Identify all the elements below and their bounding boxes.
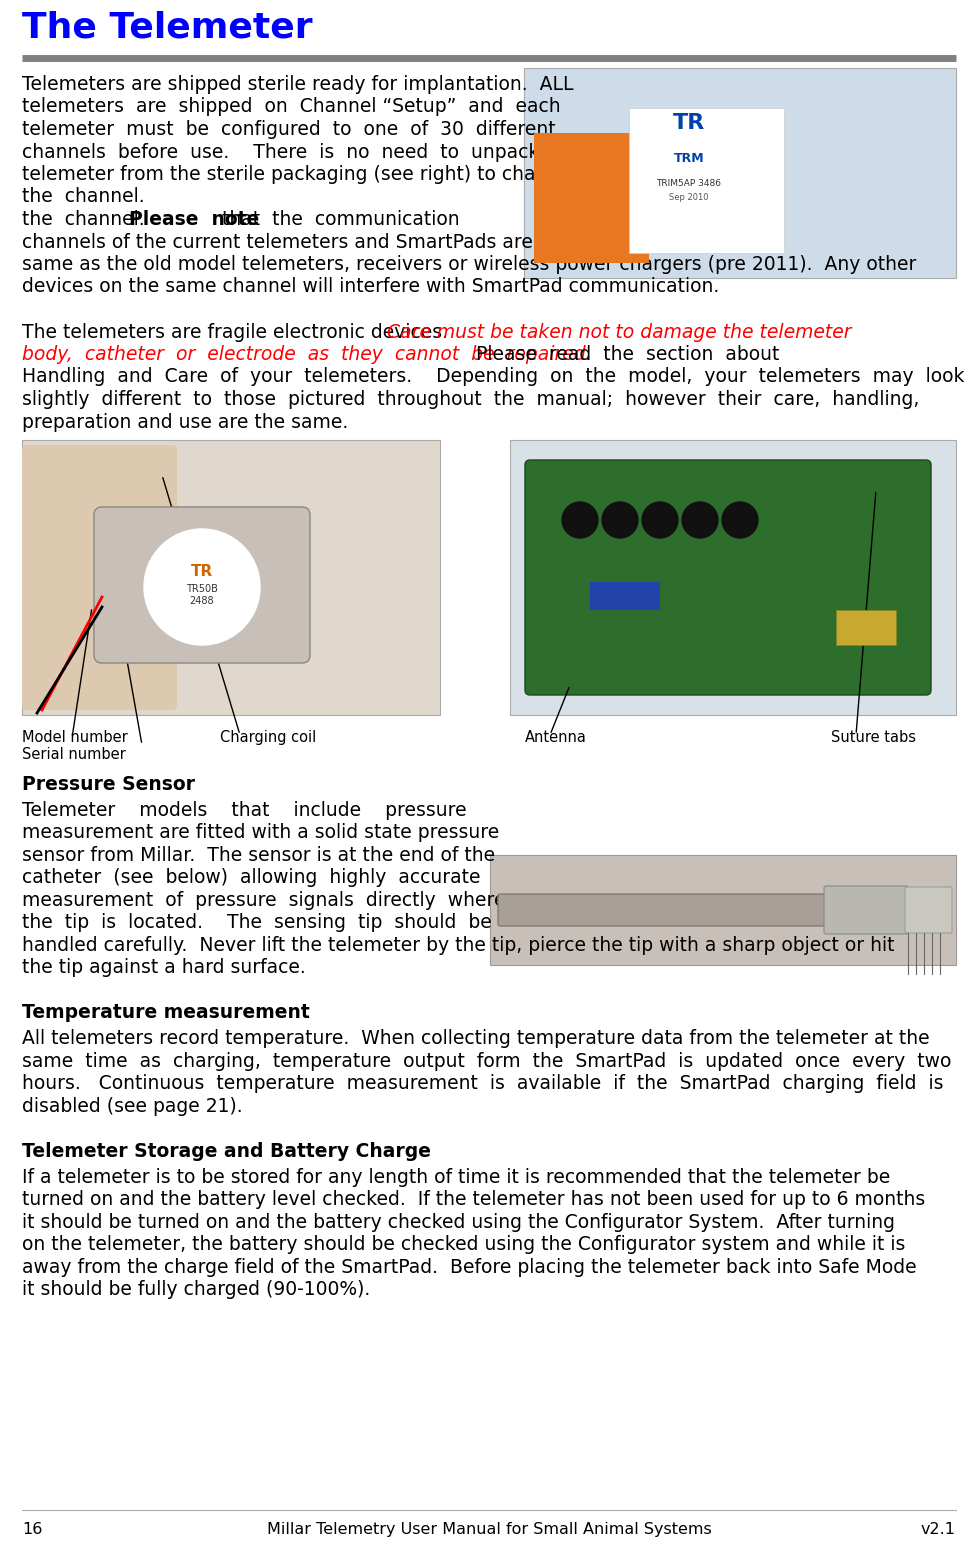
Text: channels  before  use.    There  is  no  need  to  unpack  the: channels before use. There is no need to…	[21, 143, 581, 161]
Text: handled carefully.  Never lift the telemeter by the tip, pierce the tip with a s: handled carefully. Never lift the teleme…	[21, 936, 894, 954]
Text: Antenna: Antenna	[525, 729, 586, 745]
Text: The Telemeter: The Telemeter	[21, 9, 313, 43]
Text: TR50B: TR50B	[186, 584, 218, 594]
Text: slightly  different  to  those  pictured  throughout  the  manual;  however  the: slightly different to those pictured thr…	[21, 390, 918, 410]
FancyBboxPatch shape	[824, 886, 907, 934]
Text: Temperature measurement: Temperature measurement	[21, 1004, 310, 1023]
Text: TR: TR	[191, 565, 213, 579]
Text: disabled (see page 21).: disabled (see page 21).	[21, 1097, 242, 1116]
Text: telemeter from the sterile packaging (see right) to change: telemeter from the sterile packaging (se…	[21, 165, 571, 185]
Text: preparation and use are the same.: preparation and use are the same.	[21, 413, 348, 431]
Circle shape	[602, 501, 637, 539]
Text: hours.   Continuous  temperature  measurement  is  available  if  the  SmartPad : hours. Continuous temperature measuremen…	[21, 1074, 943, 1093]
Text: Suture tabs: Suture tabs	[830, 729, 915, 745]
Text: the  channel.: the channel.	[21, 188, 145, 206]
Text: Telemeter Storage and Battery Charge: Telemeter Storage and Battery Charge	[21, 1142, 431, 1161]
FancyBboxPatch shape	[904, 888, 951, 933]
Text: it should be turned on and the battery checked using the Configurator System.  A: it should be turned on and the battery c…	[21, 1212, 894, 1232]
FancyBboxPatch shape	[72, 445, 137, 709]
Text: the  tip  is  located.    The  sensing  tip  should  be: the tip is located. The sensing tip shou…	[21, 914, 491, 933]
Circle shape	[681, 501, 717, 539]
Text: turned on and the battery level checked.  If the telemeter has not been used for: turned on and the battery level checked.…	[21, 1190, 924, 1209]
FancyBboxPatch shape	[525, 459, 930, 695]
FancyBboxPatch shape	[21, 445, 92, 709]
Text: measurement are fitted with a solid state pressure: measurement are fitted with a solid stat…	[21, 824, 498, 843]
Text: it should be fully charged (90-100%).: it should be fully charged (90-100%).	[21, 1280, 370, 1299]
Text: v2.1: v2.1	[920, 1523, 956, 1536]
Text: Please  read  the  section  about: Please read the section about	[463, 345, 779, 365]
Circle shape	[144, 529, 260, 646]
Bar	[524, 68, 956, 278]
Text: body,  catheter  or  electrode  as  they  cannot  be  repaired.: body, catheter or electrode as they cann…	[21, 345, 591, 365]
Circle shape	[721, 501, 757, 539]
Text: TRM: TRM	[673, 152, 703, 165]
Text: If a telemeter is to be stored for any length of time it is recommended that the: If a telemeter is to be stored for any l…	[21, 1167, 889, 1187]
Text: Handling  and  Care  of  your  telemeters.    Depending  on  the  model,  your  : Handling and Care of your telemeters. De…	[21, 368, 963, 386]
Bar	[589, 582, 659, 610]
FancyBboxPatch shape	[497, 894, 837, 927]
Bar	[628, 109, 784, 253]
Text: Serial number: Serial number	[21, 747, 126, 762]
Circle shape	[641, 501, 677, 539]
Text: telemeter  must  be  configured  to  one  of  30  different: telemeter must be configured to one of 3…	[21, 120, 555, 140]
Text: Care must be taken not to damage the telemeter: Care must be taken not to damage the tel…	[387, 323, 850, 341]
Text: devices on the same channel will interfere with SmartPad communication.: devices on the same channel will interfe…	[21, 278, 718, 296]
Text: same  time  as  charging,  temperature  output  form  the  SmartPad  is  updated: same time as charging, temperature outpu…	[21, 1052, 951, 1071]
Text: away from the charge field of the SmartPad.  Before placing the telemeter back i: away from the charge field of the SmartP…	[21, 1257, 915, 1277]
Text: telemeters  are  shipped  on  Channel “Setup”  and  each: telemeters are shipped on Channel “Setup…	[21, 98, 560, 116]
Bar	[835, 610, 895, 646]
Text: the tip against a hard surface.: the tip against a hard surface.	[21, 959, 306, 978]
Text: the  channel.: the channel.	[21, 210, 168, 230]
Text: Please  note: Please note	[128, 210, 259, 230]
Circle shape	[562, 501, 597, 539]
Text: Model number: Model number	[21, 729, 128, 745]
Text: All telemeters record temperature.  When collecting temperature data from the te: All telemeters record temperature. When …	[21, 1029, 929, 1048]
Text: 16: 16	[21, 1523, 42, 1536]
Text: Millar Telemetry User Manual for Small Animal Systems: Millar Telemetry User Manual for Small A…	[267, 1523, 710, 1536]
Text: Telemeter    models    that    include    pressure: Telemeter models that include pressure	[21, 801, 466, 819]
Text: Charging coil: Charging coil	[220, 729, 316, 745]
Text: Telemeters are shipped sterile ready for implantation.  ALL: Telemeters are shipped sterile ready for…	[21, 74, 573, 95]
Text: TRIM5AP 3486: TRIM5AP 3486	[656, 178, 721, 188]
Text: catheter  (see  below)  allowing  highly  accurate: catheter (see below) allowing highly acc…	[21, 869, 480, 888]
Text: The telemeters are fragile electronic devices.: The telemeters are fragile electronic de…	[21, 323, 453, 341]
Text: 2488: 2488	[190, 596, 214, 605]
Text: channels of the current telemeters and SmartPads are the: channels of the current telemeters and S…	[21, 233, 569, 251]
FancyBboxPatch shape	[117, 445, 177, 709]
Text: on the telemeter, the battery should be checked using the Configurator system an: on the telemeter, the battery should be …	[21, 1235, 905, 1254]
Text: measurement  of  pressure  signals  directly  where: measurement of pressure signals directly…	[21, 891, 505, 909]
Text: Pressure Sensor: Pressure Sensor	[21, 774, 194, 795]
Text: same as the old model telemeters, receivers or wireless power chargers (pre 2011: same as the old model telemeters, receiv…	[21, 255, 915, 275]
Text: Sep 2010: Sep 2010	[668, 194, 708, 202]
Bar	[533, 133, 649, 262]
Bar	[21, 441, 440, 715]
Text: sensor from Millar.  The sensor is at the end of the: sensor from Millar. The sensor is at the…	[21, 846, 494, 864]
Text: TR: TR	[672, 113, 704, 133]
Bar	[509, 441, 956, 715]
Bar	[489, 855, 956, 965]
Text: that  the  communication: that the communication	[210, 210, 459, 230]
FancyBboxPatch shape	[94, 508, 310, 663]
